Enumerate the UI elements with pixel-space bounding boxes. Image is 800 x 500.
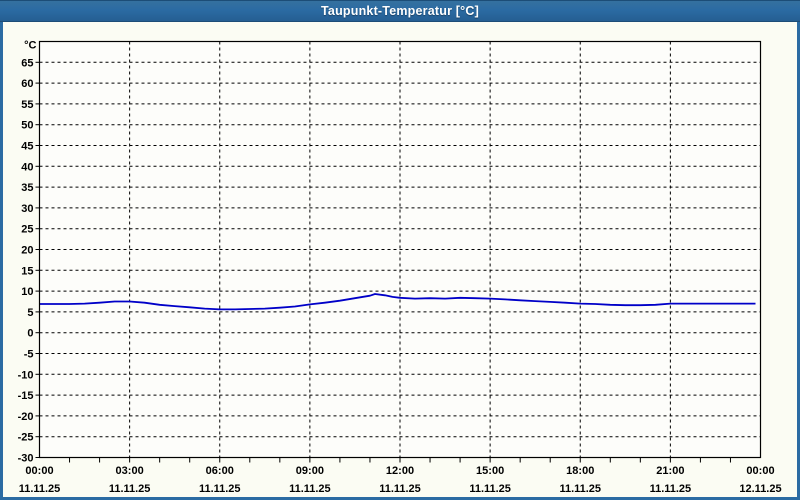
svg-text:50: 50 xyxy=(21,120,33,132)
window-titlebar[interactable]: Taupunkt-Temperatur [°C] xyxy=(0,0,800,22)
x-time-label: 18:00 xyxy=(566,465,594,477)
svg-text:15: 15 xyxy=(21,265,33,277)
x-date-label: 11.11.25 xyxy=(650,483,692,495)
window-title: Taupunkt-Temperatur [°C] xyxy=(321,4,479,18)
svg-text:25: 25 xyxy=(21,224,33,236)
plot-border xyxy=(38,40,762,459)
svg-text:35: 35 xyxy=(21,182,33,194)
svg-text:-20: -20 xyxy=(18,411,34,423)
svg-text:-25: -25 xyxy=(18,432,34,444)
x-date-label: 11.11.25 xyxy=(379,483,421,495)
svg-text:-10: -10 xyxy=(18,369,34,381)
svg-text:55: 55 xyxy=(21,99,33,111)
x-date-label: 12.11.25 xyxy=(739,483,781,495)
x-time-label: 00:00 xyxy=(746,465,774,477)
x-time-label: 21:00 xyxy=(656,465,684,477)
y-axis-unit-label: °C xyxy=(24,40,36,52)
series-line-Taupunkt-Temperatur xyxy=(39,293,756,311)
svg-text:60: 60 xyxy=(21,78,33,90)
x-time-label: 15:00 xyxy=(476,465,504,477)
svg-text:45: 45 xyxy=(21,141,33,153)
svg-text:10: 10 xyxy=(21,286,33,298)
x-date-label: 11.11.25 xyxy=(109,483,151,495)
y-axis-labels: 65605550454035302520151050-5-10-15-20-25… xyxy=(18,57,34,464)
svg-text:30: 30 xyxy=(21,203,33,215)
x-time-label: 12:00 xyxy=(386,465,414,477)
x-date-label: 11.11.25 xyxy=(559,483,601,495)
svg-text:20: 20 xyxy=(21,245,33,257)
x-axis-labels: 00:00 11.11.25 03:00 11.11.25 06:00 11.11.25 0… xyxy=(19,465,782,495)
svg-text:5: 5 xyxy=(27,307,33,319)
x-time-label: 09:00 xyxy=(296,465,324,477)
x-date-label: 11.11.25 xyxy=(199,483,241,495)
svg-text:40: 40 xyxy=(21,161,33,173)
chart-canvas: 65 60 55 50 45 40 35 30 25 20 15 10 5 0 -5 -10 -15 -20 -25… xyxy=(0,22,800,500)
x-time-label: 00:00 xyxy=(25,465,53,477)
x-time-label: 06:00 xyxy=(206,465,234,477)
x-date-label: 11.11.25 xyxy=(469,483,511,495)
x-time-label: 03:00 xyxy=(116,465,144,477)
svg-text:0: 0 xyxy=(27,328,33,340)
x-date-label: 11.11.25 xyxy=(19,483,61,495)
dewpoint-line-chart: 65605550454035302520151050-5-10-15-20-25… xyxy=(18,40,782,496)
svg-text:-5: -5 xyxy=(24,349,34,361)
svg-text:65: 65 xyxy=(21,57,33,69)
svg-text:-15: -15 xyxy=(18,390,34,402)
grid-lines xyxy=(39,41,761,458)
axis-ticks xyxy=(35,61,731,463)
x-date-label: 11.11.25 xyxy=(289,483,331,495)
svg-text:-30: -30 xyxy=(18,453,34,465)
